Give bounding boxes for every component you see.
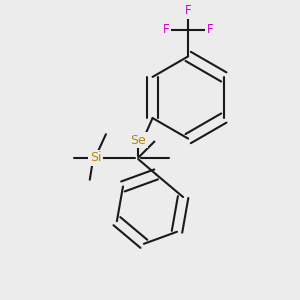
Text: Se: Se <box>130 134 146 147</box>
Text: Si: Si <box>90 151 101 164</box>
Text: F: F <box>163 23 169 36</box>
Text: F: F <box>185 4 191 17</box>
Text: F: F <box>207 23 214 36</box>
